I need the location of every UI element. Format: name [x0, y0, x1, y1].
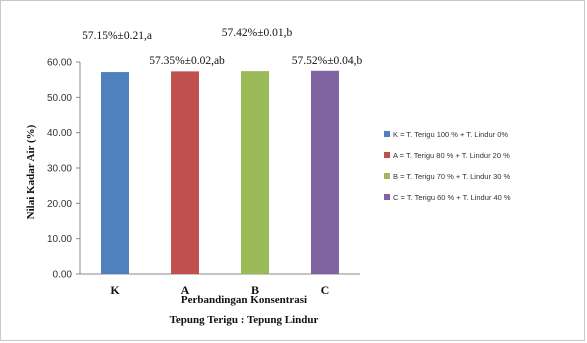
x-axis-title-line-1: Perbandingan Konsentrasi	[181, 294, 307, 306]
y-tick-label: 20.00	[47, 199, 72, 210]
bar-b	[241, 71, 269, 274]
data-label: 57.52%±0.04,b	[292, 55, 363, 67]
legend: K = T. Terigu 100 % + T. Lindur 0% A = T.…	[384, 130, 511, 202]
x-axis-title-line-2: Tepung Terigu : Tepung Lindur	[170, 314, 319, 326]
y-tick-label: 40.00	[47, 128, 72, 139]
y-tick-label: 0.00	[53, 270, 73, 281]
legend-entry: A = T. Terigu 80 % + T. Lindur 20 %	[393, 151, 510, 160]
data-label: 57.35%±0.02,ab	[149, 55, 225, 67]
y-tick-label: 30.00	[47, 164, 72, 175]
y-tick-label: 10.00	[47, 234, 72, 245]
y-axis-title: Nilai Kadar Air (%)	[25, 124, 37, 219]
legend-swatch	[384, 194, 390, 200]
x-category-label: A	[181, 283, 190, 297]
x-category-label: C	[321, 283, 330, 297]
bars	[101, 70, 339, 274]
legend-swatch	[384, 131, 390, 137]
y-axis-ticks: 0.00 10.00 20.00 30.00 40.00 50.00 60.00	[47, 58, 80, 281]
y-tick-label: 50.00	[47, 93, 72, 104]
x-category-label: K	[110, 283, 120, 297]
bar-a	[171, 71, 199, 274]
bar-c	[311, 70, 339, 274]
legend-swatch	[384, 152, 390, 158]
legend-entry: K = T. Terigu 100 % + T. Lindur 0%	[393, 130, 508, 139]
legend-entry: B = T. Terigu 70 % + T. Lindur 30 %	[393, 172, 510, 181]
bar-k	[101, 72, 129, 274]
data-label: 57.42%±0.01,b	[222, 27, 293, 39]
data-label: 57.15%±0.21,a	[82, 30, 152, 42]
legend-entry: C = T. Terigu 60 % + T. Lindur 40 %	[393, 193, 511, 202]
y-tick-label: 60.00	[47, 58, 72, 69]
legend-swatch	[384, 173, 390, 179]
x-category-label: B	[251, 283, 259, 297]
data-labels: 57.15%±0.21,a 57.35%±0.02,ab 57.42%±0.01,b…	[82, 27, 362, 67]
